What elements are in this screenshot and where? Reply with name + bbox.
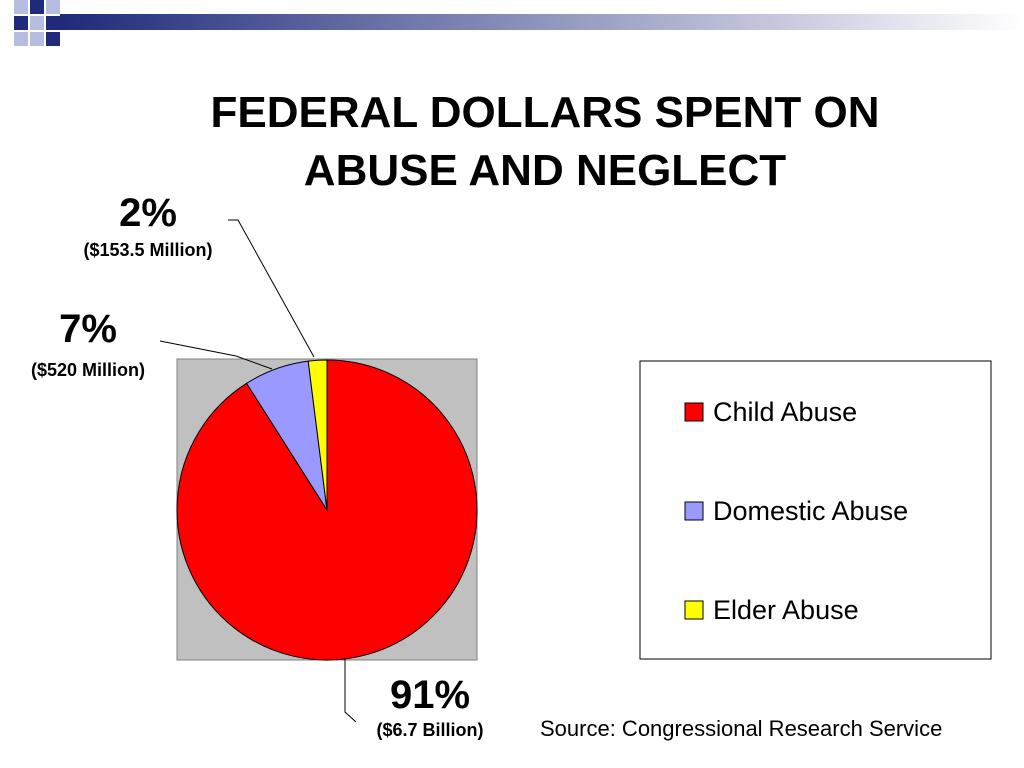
data-label-percent-elder-abuse: 2% [119, 191, 177, 235]
legend-swatch-child-abuse [684, 402, 704, 422]
slide-header-decoration [14, 0, 1024, 46]
pie-slice-elder-abuse [307, 359, 328, 511]
legend-swatch-elder-abuse [684, 600, 704, 620]
leader-lines [159, 219, 357, 723]
decor-square [14, 0, 28, 14]
header-gradient-bar [60, 14, 1024, 30]
legend-swatch-domestic-abuse [684, 501, 704, 521]
decor-square [46, 16, 60, 30]
data-label-amount-elder-abuse: ($153.5 Million) [83, 240, 212, 260]
legend-label-domestic-abuse: Domestic Abuse [713, 496, 908, 526]
decor-square [46, 32, 60, 46]
pie-slices [176, 359, 478, 661]
leader-line-domestic-abuse [159, 340, 273, 370]
decor-square [14, 32, 28, 46]
data-label-amount-domestic-abuse: ($520 Million) [31, 360, 145, 380]
slide-title-line-1: FEDERAL DOLLARS SPENT ON [210, 88, 880, 137]
source-note: Source: Congressional Research Service [540, 716, 943, 741]
data-label-amount-child-abuse: ($6.7 Billion) [376, 720, 483, 740]
decor-square [14, 16, 28, 30]
leader-line-elder-abuse [228, 219, 315, 358]
decor-square [30, 0, 44, 14]
decor-square [30, 16, 44, 30]
slide-title-line-2: ABUSE AND NEGLECT [303, 146, 787, 195]
legend: Child Abuse Domestic Abuse Elder Abuse [639, 360, 992, 660]
leader-line-child-abuse [344, 658, 357, 723]
data-label-percent-child-abuse: 91% [390, 673, 470, 717]
data-labels: 91% ($6.7 Billion) 7% ($520 Million) 2% ($153… [31, 191, 484, 740]
legend-label-child-abuse: Child Abuse [713, 397, 857, 427]
slide-title: FEDERAL DOLLARS SPENT ON ABUSE AND NEGLE… [90, 84, 1000, 200]
data-label-percent-domestic-abuse: 7% [59, 307, 117, 351]
decor-square [30, 32, 44, 46]
legend-label-elder-abuse: Elder Abuse [713, 595, 859, 625]
decor-square [46, 0, 60, 14]
